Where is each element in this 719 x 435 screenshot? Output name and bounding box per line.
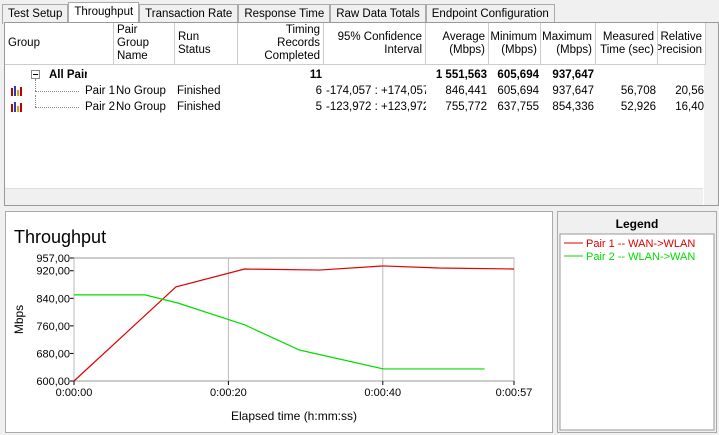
table-cell: 6 bbox=[315, 85, 322, 97]
legend-panel: Legend Pair 1 -- WAN->WLAN Pair 2 -- WLAN-… bbox=[557, 211, 717, 433]
h-scrollbar[interactable] bbox=[5, 188, 703, 205]
tab-bar: Test Setup Throughput Transaction Rate Resp… bbox=[2, 2, 555, 25]
tab[interactable]: Throughput bbox=[68, 2, 140, 25]
table-cell: Finished bbox=[177, 85, 221, 97]
chart: Throughput 600,00 680,00 760,00 840,00 920,00… bbox=[12, 227, 533, 423]
y-tick-label: 840,00 bbox=[36, 293, 70, 305]
tree-line bbox=[35, 95, 37, 107]
y-tick-label: 680,00 bbox=[36, 348, 70, 360]
table-cell: 937,647 bbox=[552, 69, 594, 81]
tree-line bbox=[35, 91, 79, 93]
legend-title: Legend bbox=[616, 217, 659, 231]
table-cell: Finished bbox=[177, 101, 221, 113]
table-cell: 20,56 bbox=[675, 85, 704, 97]
series-line bbox=[73, 265, 515, 382]
table-cell: 11 bbox=[309, 69, 322, 81]
table-cell: -123,972 : +123,972 bbox=[326, 101, 426, 113]
table-cell: All Pairs bbox=[49, 69, 87, 81]
x-tick-label: 0:00:00 bbox=[56, 387, 93, 399]
table-cell: 605,694 bbox=[497, 85, 539, 97]
y-tick-label: 600,00 bbox=[36, 376, 70, 388]
table-cell: No Group bbox=[116, 101, 166, 113]
table-cell: No Group bbox=[116, 85, 166, 97]
legend-entry: Pair 2 -- WLAN->WAN bbox=[586, 251, 695, 263]
x-tick-label: 0:00:40 bbox=[364, 387, 401, 399]
y-tick-label: 920,00 bbox=[36, 266, 70, 278]
chart-panel: Throughput 600,00 680,00 760,00 840,00 920,00… bbox=[5, 211, 553, 433]
tab[interactable]: Test Setup bbox=[2, 4, 69, 24]
table-cell: 16,40 bbox=[675, 101, 704, 113]
series-line bbox=[74, 294, 485, 370]
table-cell: 846,441 bbox=[445, 85, 487, 97]
table-cell: 637,755 bbox=[497, 101, 539, 113]
chart-title: Throughput bbox=[14, 227, 106, 247]
pair-icon bbox=[11, 102, 22, 112]
table-cell: 605,694 bbox=[497, 69, 539, 81]
tree-line bbox=[35, 107, 79, 109]
tab[interactable]: Transaction Rate bbox=[139, 4, 239, 24]
column-header[interactable]: Minimum (Mbps) bbox=[489, 23, 541, 65]
table-cell: Pair 1 bbox=[85, 85, 116, 97]
results-table: Group Pair Group Name Run Status Timing Rec… bbox=[4, 22, 719, 206]
column-header[interactable]: Relative Precision bbox=[658, 23, 706, 65]
table-cell: 1 551,563 bbox=[435, 69, 487, 81]
x-tick-label: 0:00:20 bbox=[210, 387, 247, 399]
v-scrollbar[interactable] bbox=[704, 23, 718, 205]
collapse-box[interactable] bbox=[31, 70, 40, 79]
x-tick-label: 0:00:57 bbox=[496, 387, 533, 399]
column-header[interactable]: Measured Time (sec) bbox=[596, 23, 658, 65]
table-cell: 5 bbox=[315, 101, 322, 113]
column-header[interactable]: Run Status bbox=[175, 23, 238, 65]
y-axis-label: Mbps bbox=[12, 305, 26, 334]
table-cell: -174,057 : +174,057 bbox=[326, 85, 426, 97]
tree-line bbox=[35, 79, 37, 91]
x-axis-label: Elapsed time (h:mm:ss) bbox=[231, 409, 357, 423]
pair-icon bbox=[11, 86, 22, 96]
y-tick-label: 760,00 bbox=[36, 321, 70, 333]
column-header[interactable]: Pair Group Name bbox=[114, 23, 175, 65]
column-header[interactable]: Average (Mbps) bbox=[426, 23, 489, 65]
tab[interactable]: Endpoint Configuration bbox=[425, 4, 555, 24]
column-header[interactable]: Timing Records Completed bbox=[238, 23, 324, 65]
legend-box bbox=[559, 233, 715, 431]
table-cell: 937,647 bbox=[552, 85, 594, 97]
table-cell: 755,772 bbox=[445, 101, 487, 113]
column-header[interactable]: Group bbox=[5, 23, 114, 65]
table-cell: 854,336 bbox=[552, 101, 594, 113]
column-header[interactable]: Maximum (Mbps) bbox=[541, 23, 596, 65]
tab[interactable]: Response Time bbox=[238, 4, 331, 24]
column-header[interactable]: 95% Confidence Interval bbox=[324, 23, 426, 65]
table-cell: 52,926 bbox=[620, 101, 656, 113]
table-cell: 56,708 bbox=[620, 85, 656, 97]
legend-entry: Pair 1 -- WAN->WLAN bbox=[586, 238, 695, 250]
tab[interactable]: Raw Data Totals bbox=[330, 4, 426, 24]
table-cell: Pair 2 bbox=[85, 101, 116, 113]
y-tick-label: 957,00 bbox=[36, 253, 70, 265]
